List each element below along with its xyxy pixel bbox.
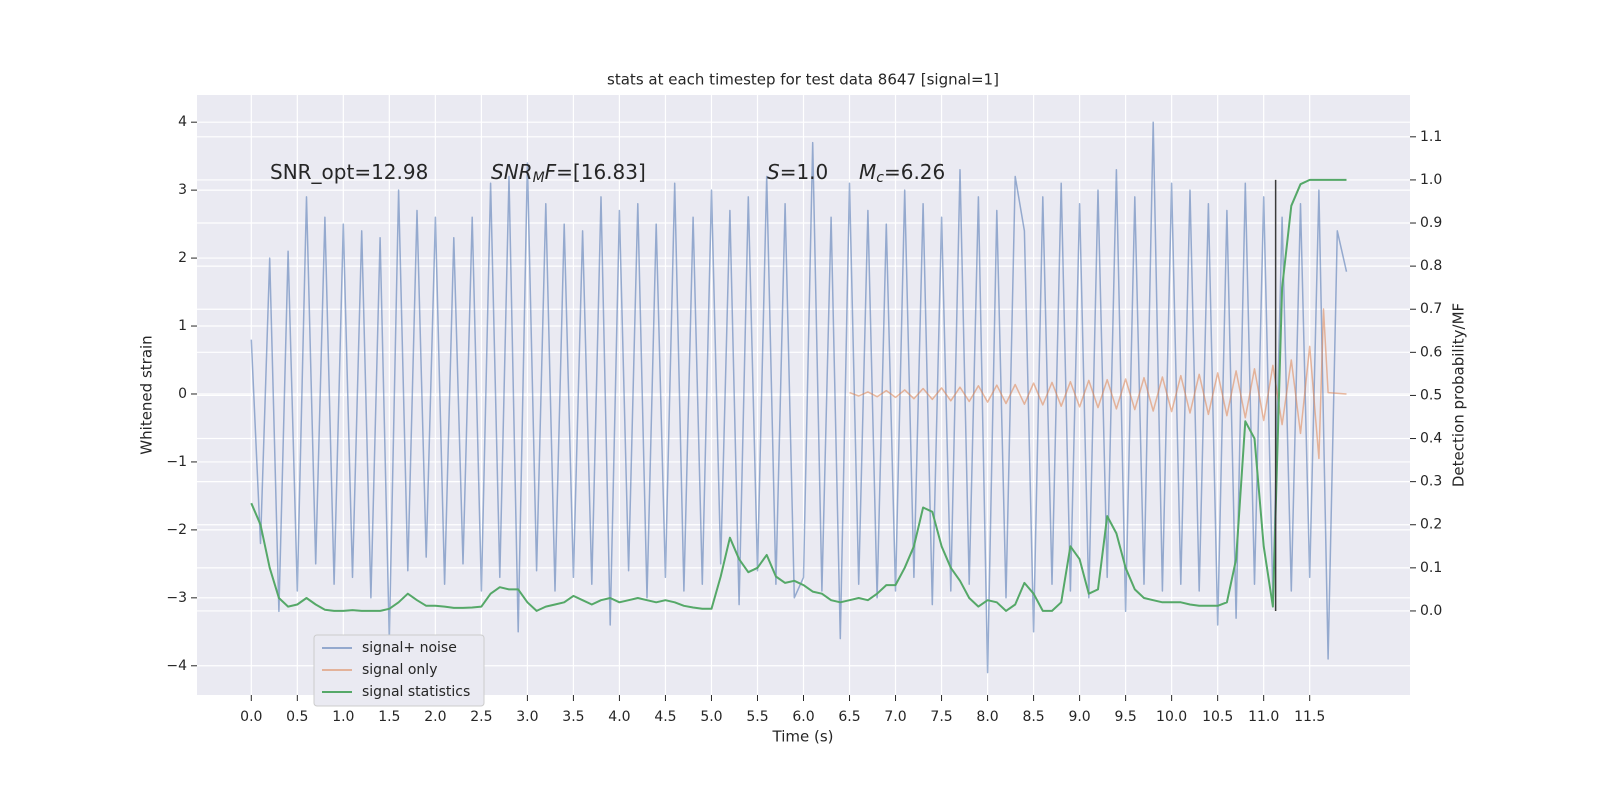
y-tick-label: 3 [178, 182, 187, 198]
x-tick-label: 10.0 [1156, 709, 1187, 725]
y-tick-label: −3 [166, 590, 187, 606]
y2-tick-label: 0.4 [1420, 431, 1442, 447]
annotation-part: S [767, 160, 780, 184]
legend-label: signal statistics [362, 684, 470, 700]
y-tick-label: 0 [178, 386, 187, 402]
y2-tick-label: 0.5 [1420, 387, 1442, 403]
annotation: SNR_opt=12.98 [270, 160, 428, 184]
legend-label: signal+ noise [362, 640, 457, 656]
x-tick-label: 11.5 [1294, 709, 1325, 725]
annotation: S=1.0 [767, 160, 828, 184]
x-tick-label: 9.5 [1114, 709, 1136, 725]
y2-tick-label: 0.8 [1420, 258, 1442, 274]
x-tick-label: 5.0 [700, 709, 722, 725]
x-tick-label: 6.5 [838, 709, 860, 725]
y2-tick-label: 0.1 [1420, 560, 1442, 576]
chart-title: stats at each timestep for test data 864… [607, 71, 999, 89]
annotation: Mc=6.26 [859, 160, 945, 187]
x-tick-label: 0.0 [240, 709, 262, 725]
annotation-part: F [545, 160, 557, 184]
annotation-part: c [876, 170, 884, 186]
x-tick-label: 9.0 [1068, 709, 1090, 725]
x-tick-label: 1.0 [332, 709, 354, 725]
y-tick-label: 1 [178, 318, 187, 334]
annotation-part: SNR_opt=12.98 [270, 160, 428, 184]
x-tick-label: 7.5 [930, 709, 952, 725]
y2-tick-label: 1.0 [1420, 172, 1442, 188]
x-axis-label: Time (s) [772, 728, 834, 746]
annotation-part: SNR [491, 160, 533, 184]
x-tick-label: 2.5 [470, 709, 492, 725]
x-tick-label: 0.5 [286, 709, 308, 725]
x-tick-label: 4.5 [654, 709, 676, 725]
annotation-part: M [533, 170, 545, 186]
x-tick-label: 5.5 [746, 709, 768, 725]
y2-tick-label: 0.7 [1420, 301, 1442, 317]
y2-tick-label: 0.9 [1420, 215, 1442, 231]
y-tick-label: 2 [178, 250, 187, 266]
y2-tick-label: 1.1 [1420, 129, 1442, 145]
x-tick-label: 6.0 [792, 709, 814, 725]
y-tick-label: 4 [178, 114, 187, 130]
x-tick-label: 2.0 [424, 709, 446, 725]
y-axis-label: Whitened strain [138, 335, 156, 454]
y-tick-label: −4 [166, 658, 187, 674]
annotation-part: =1.0 [780, 160, 829, 184]
y2-axis-label: Detection probability/MF [1450, 303, 1468, 487]
x-tick-label: 3.0 [516, 709, 538, 725]
y2-tick-label: 0.6 [1420, 344, 1442, 360]
y2-tick-label: 0.0 [1420, 603, 1442, 619]
annotation-part: M [859, 160, 876, 184]
x-tick-label: 3.5 [562, 709, 584, 725]
x-tick-label: 8.0 [976, 709, 998, 725]
y2-tick-label: 0.3 [1420, 474, 1442, 490]
annotation: SNRMF=[16.83] [491, 160, 646, 187]
y-tick-label: −2 [166, 522, 187, 538]
y2-tick-label: 0.2 [1420, 517, 1442, 533]
x-tick-label: 7.0 [884, 709, 906, 725]
series-line [250, 178, 1347, 612]
series-line [250, 121, 1348, 674]
annotation-part: =[16.83] [556, 160, 646, 184]
y-tick-label: −1 [166, 454, 187, 470]
x-tick-label: 4.0 [608, 709, 630, 725]
legend-box [313, 634, 485, 707]
legend-label: signal only [362, 662, 437, 678]
x-tick-label: 11.0 [1248, 709, 1279, 725]
x-tick-label: 1.5 [378, 709, 400, 725]
x-tick-label: 10.5 [1202, 709, 1233, 725]
series-line [849, 308, 1347, 460]
x-tick-label: 8.5 [1022, 709, 1044, 725]
annotation-part: =6.26 [884, 160, 945, 184]
